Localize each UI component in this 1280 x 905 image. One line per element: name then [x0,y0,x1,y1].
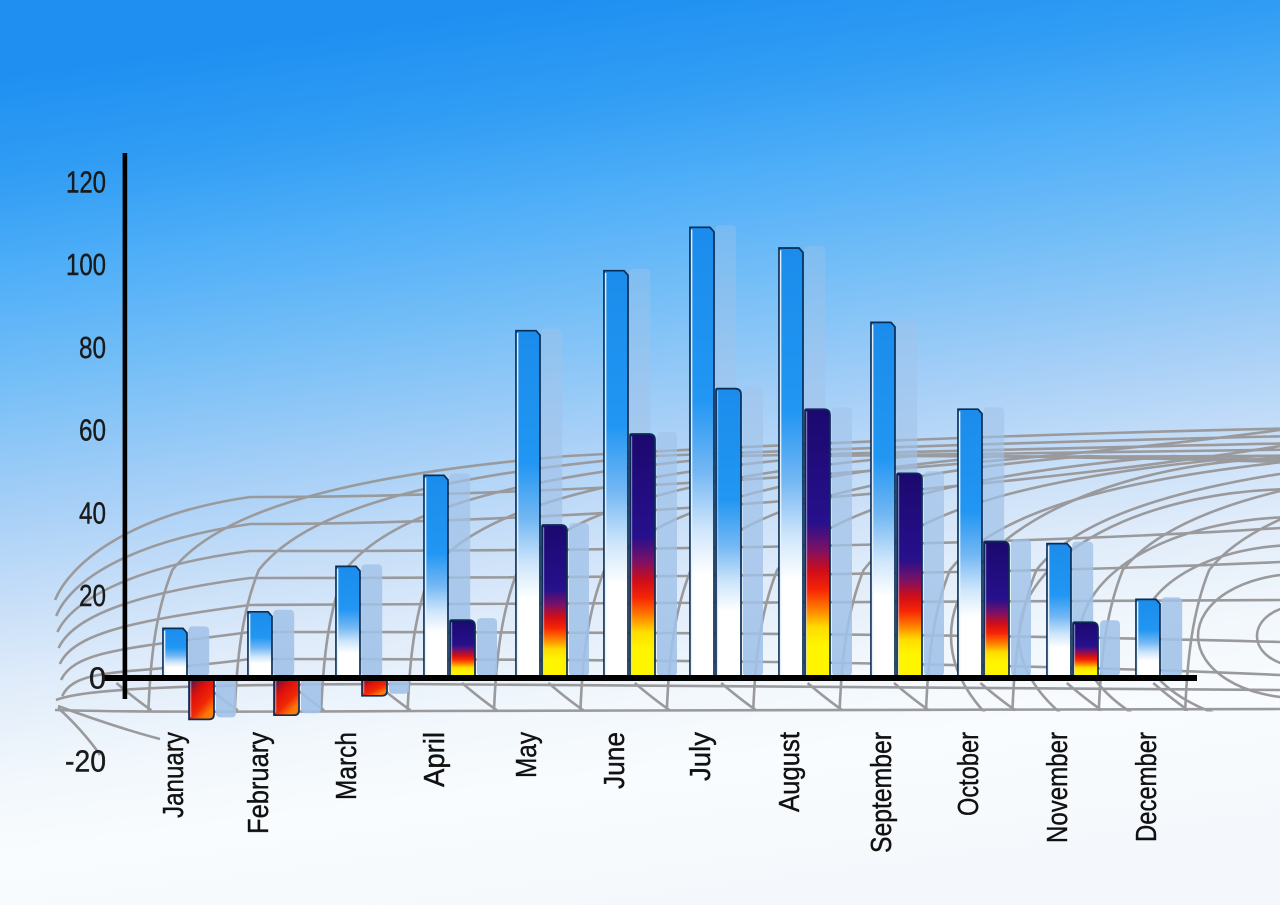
svg-text:August: August [774,732,806,812]
svg-text:September: September [866,732,898,853]
svg-text:80: 80 [79,331,106,365]
svg-text:May: May [511,732,543,778]
svg-text:March: March [331,732,363,800]
svg-text:December: December [1131,732,1163,842]
svg-text:November: November [1042,732,1074,843]
svg-text:20: 20 [79,579,106,613]
svg-text:January: January [158,732,190,818]
svg-text:-20: -20 [65,744,106,778]
svg-text:June: June [599,732,631,789]
svg-text:October: October [953,732,985,816]
svg-text:120: 120 [66,166,106,200]
svg-text:February: February [243,732,275,834]
svg-text:60: 60 [79,414,106,448]
svg-text:100: 100 [66,248,106,282]
svg-text:0: 0 [89,662,106,696]
svg-text:April: April [419,732,451,787]
svg-text:July: July [685,732,717,781]
svg-text:40: 40 [79,496,106,530]
